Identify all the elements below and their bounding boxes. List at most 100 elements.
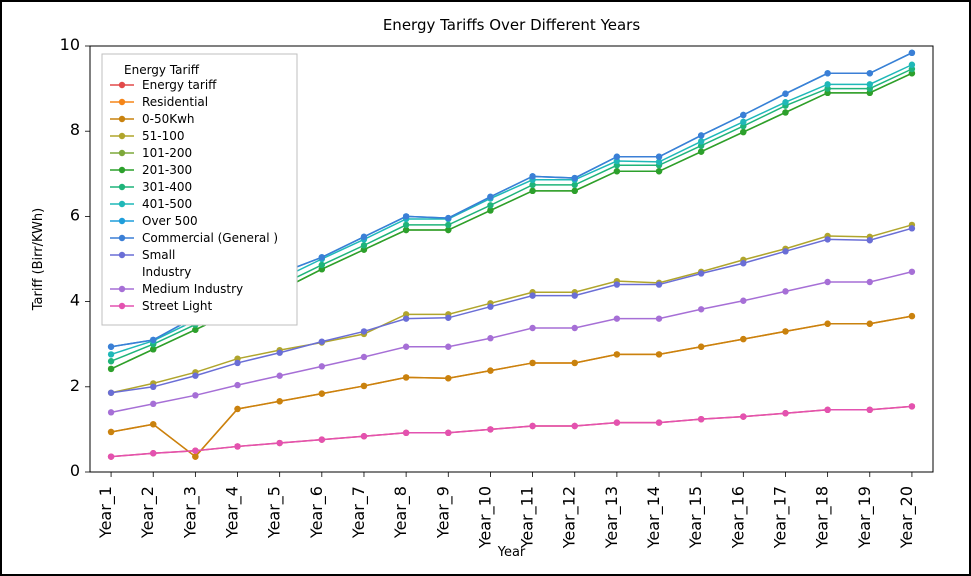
series-marker [572, 360, 578, 366]
series-marker [361, 234, 367, 240]
x-axis-label: Year [497, 545, 526, 560]
series-marker [487, 304, 493, 310]
legend-label: Residential [142, 95, 208, 109]
series-marker [614, 154, 620, 160]
series-marker [909, 50, 915, 56]
series-marker [487, 202, 493, 208]
series-marker [445, 375, 451, 381]
chart-svg: 0246810Year_1Year_2Year_3Year_4Year_5Yea… [22, 12, 953, 568]
x-tick-label: Year_13 [602, 486, 622, 549]
legend-swatch-marker [119, 235, 125, 241]
series-marker [529, 360, 535, 366]
series-marker [572, 423, 578, 429]
legend-swatch-marker [119, 150, 125, 156]
series-line [111, 406, 912, 456]
x-tick-label: Year_6 [307, 486, 327, 539]
series-marker [614, 281, 620, 287]
series-marker [740, 336, 746, 342]
series-marker [656, 419, 662, 425]
legend-swatch-marker [119, 133, 125, 139]
x-tick-label: Year_10 [475, 486, 495, 549]
series-marker [698, 132, 704, 138]
series-marker [150, 421, 156, 427]
x-tick-label: Year_2 [138, 486, 158, 539]
series-marker [740, 298, 746, 304]
series-marker [529, 188, 535, 194]
series-marker [234, 360, 240, 366]
series-marker [108, 429, 114, 435]
series-marker [824, 70, 830, 76]
series-marker [445, 344, 451, 350]
series-marker [867, 81, 873, 87]
series-marker [487, 367, 493, 373]
series-marker [361, 328, 367, 334]
legend-label: Street Light [142, 299, 213, 313]
y-axis-label: Tariff (Birr/KWh) [31, 208, 46, 311]
series-marker [698, 344, 704, 350]
series-marker [108, 453, 114, 459]
legend-label: 51-100 [142, 129, 185, 143]
series-marker [782, 91, 788, 97]
series-marker [572, 292, 578, 298]
series-marker [319, 262, 325, 268]
series-marker [867, 70, 873, 76]
series-marker [192, 392, 198, 398]
series-marker [614, 419, 620, 425]
legend-label: 301-400 [142, 180, 192, 194]
series-marker [319, 436, 325, 442]
series-marker [572, 175, 578, 181]
legend-label: Energy tariff [142, 78, 217, 92]
series-marker [656, 168, 662, 174]
series-marker [824, 279, 830, 285]
legend-swatch-marker [119, 201, 125, 207]
series-marker [403, 222, 409, 228]
series-marker [150, 337, 156, 343]
legend-label: Over 500 [142, 214, 198, 228]
series-marker [698, 306, 704, 312]
series-marker [108, 351, 114, 357]
series-marker [529, 173, 535, 179]
series-marker [276, 373, 282, 379]
series-marker [824, 236, 830, 242]
x-tick-label: Year_5 [265, 486, 285, 539]
series-marker [276, 350, 282, 356]
series-marker [108, 366, 114, 372]
series-marker [656, 315, 662, 321]
legend-swatch-marker [119, 303, 125, 309]
x-tick-label: Year_14 [644, 486, 664, 549]
x-tick-label: Year_8 [391, 486, 411, 539]
legend-swatch-marker [119, 218, 125, 224]
series-marker [782, 328, 788, 334]
series-marker [234, 382, 240, 388]
x-tick-label: Year_12 [560, 486, 580, 549]
series-marker [909, 62, 915, 68]
x-tick-label: Year_1 [96, 486, 116, 539]
series-marker [361, 383, 367, 389]
series-marker [445, 315, 451, 321]
series-marker [572, 325, 578, 331]
series-marker [403, 213, 409, 219]
series-marker [824, 81, 830, 87]
series-line [111, 406, 912, 456]
x-tick-label: Year_9 [433, 486, 453, 539]
legend-swatch-marker [119, 99, 125, 105]
plot-container: 0246810Year_1Year_2Year_3Year_4Year_5Yea… [22, 12, 949, 564]
series-marker [108, 409, 114, 415]
series-marker [192, 448, 198, 454]
legend-swatch-marker [119, 82, 125, 88]
series-marker [403, 344, 409, 350]
legend-title: Energy Tariff [124, 63, 200, 77]
series-marker [529, 292, 535, 298]
series-marker [824, 321, 830, 327]
legend-label: 0-50Kwh [142, 112, 195, 126]
y-tick-label: 6 [70, 205, 80, 224]
x-tick-label: Year_17 [770, 486, 790, 549]
series-marker [698, 270, 704, 276]
series-marker [403, 430, 409, 436]
x-tick-label: Year_4 [223, 486, 243, 539]
series-marker [403, 374, 409, 380]
x-tick-label: Year_3 [180, 486, 200, 539]
series-marker [824, 407, 830, 413]
series-marker [234, 443, 240, 449]
series-marker [909, 403, 915, 409]
